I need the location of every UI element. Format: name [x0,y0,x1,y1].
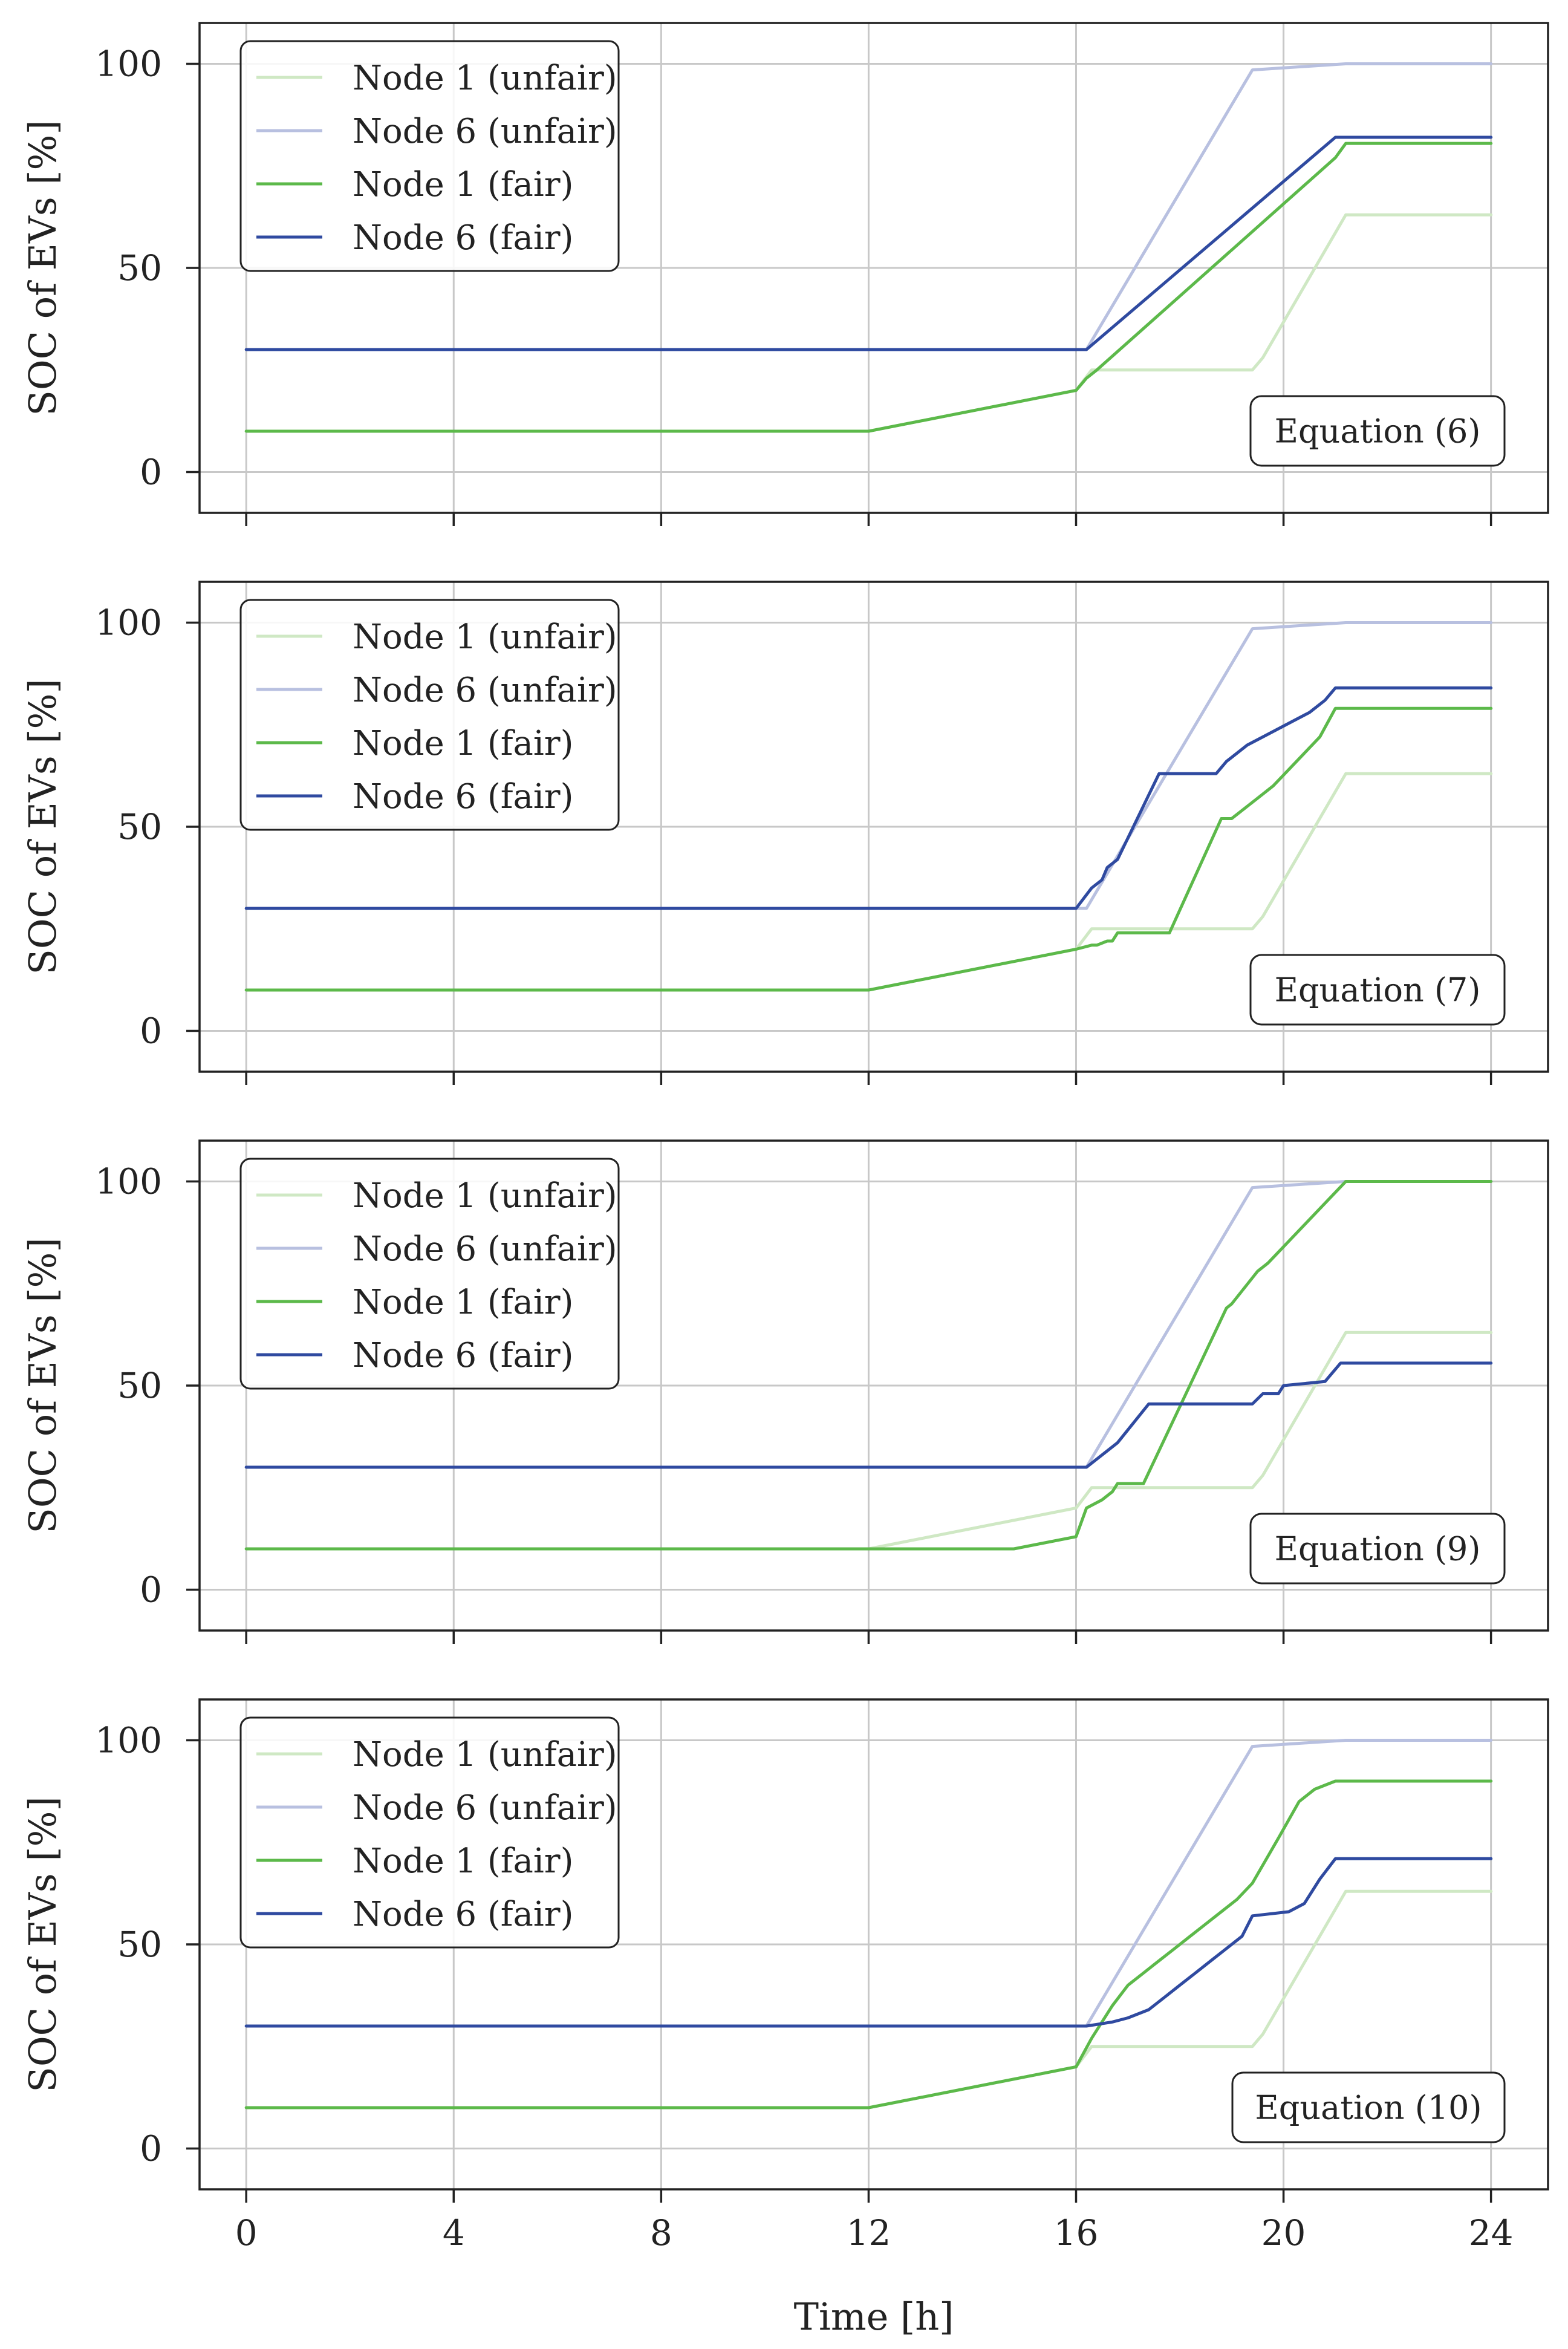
legend: Node 1 (unfair) Node 6 (unfair) Node 1 (fa… [239,1158,620,1390]
legend-label-2: Node 6 (unfair) [353,1230,617,1269]
x-tick-label: 0 [235,2212,258,2253]
legend: Node 1 (unfair) Node 6 (unfair) Node 1 (fa… [239,40,620,272]
legend-label-1: Node 1 (unfair) [353,1176,617,1216]
legend-label-4: Node 6 (fair) [353,1336,573,1375]
y-tick-label: 50 [117,1924,162,1965]
series-line-4 [244,135,1493,351]
y-tick-label: 0 [140,2128,162,2169]
y-tick-label: 100 [95,1720,162,1761]
x-tick-label: 24 [1469,2212,1514,2253]
x-tick-label: 16 [1054,2212,1099,2253]
y-tick-label: 50 [117,1365,162,1406]
series-line-4 [244,686,1493,910]
series-group [244,62,1493,433]
legend-label-3: Node 1 (fair) [353,165,573,204]
annotation-label: Equation (6) [1275,412,1481,451]
annotation-box [1249,395,1506,467]
y-tick-label: 100 [95,602,162,643]
series-line-4 [244,1361,1493,1469]
legend-label-2: Node 6 (unfair) [353,1788,617,1828]
annotation-label: Equation (7) [1275,971,1481,1009]
legend-label-2: Node 6 (unfair) [353,671,617,710]
x-tick-label: 4 [443,2212,465,2253]
annotation: Equation (6) [1249,395,1506,467]
y-axis-label: SOC of EVs [%] [21,120,65,415]
series-line-4 [244,1857,1493,2028]
annotation-box [1249,1513,1506,1585]
x-tick-label: 8 [650,2212,672,2253]
y-tick-label: 0 [140,1569,162,1611]
legend-label-3: Node 1 (fair) [353,1842,573,1881]
series-line-3 [244,142,1493,433]
legend-box [239,1716,620,1949]
annotation-box [1249,954,1506,1026]
annotation-label: Equation (10) [1255,2089,1482,2127]
y-axis-label: SOC of EVs [%] [21,1237,65,1533]
annotation: Equation (7) [1249,954,1506,1026]
series-line-3 [244,1180,1493,1551]
legend-box [239,40,620,272]
panel-4: 0 50 100 0 4 8 12 16 20 24 SOC of EVs [%] Time [h] N… [21,1698,1549,2339]
series-group [244,1739,1493,2110]
annotation: Equation (10) [1231,2071,1506,2143]
series-group [244,621,1493,992]
legend-label-4: Node 6 (fair) [353,777,573,816]
series-group [244,1180,1493,1551]
y-axis-label: SOC of EVs [%] [21,1796,65,2092]
y-tick-label: 50 [117,806,162,847]
annotation: Equation (9) [1249,1513,1506,1585]
legend-label-2: Node 6 (unfair) [353,112,617,151]
legend-label-1: Node 1 (unfair) [353,1735,617,1774]
y-axis-label: SOC of EVs [%] [21,679,65,974]
legend-label-1: Node 1 (unfair) [353,59,617,98]
y-tick-label: 100 [95,44,162,85]
series-line-3 [244,1779,1493,2110]
x-axis-label: Time [h] [794,2295,954,2339]
y-tick-label: 0 [140,1011,162,1052]
annotation-box [1231,2071,1506,2143]
y-tick-label: 100 [95,1161,162,1202]
x-tick-label: 20 [1261,2212,1306,2253]
legend: Node 1 (unfair) Node 6 (unfair) Node 1 (fa… [239,1716,620,1949]
annotation-label: Equation (9) [1275,1530,1481,1568]
series-line-1 [244,1331,1493,1551]
legend-label-1: Node 1 (unfair) [353,617,617,657]
legend-box [239,599,620,831]
y-tick-label: 0 [140,452,162,493]
series-line-3 [244,706,1493,992]
legend-label-4: Node 6 (fair) [353,218,573,258]
y-tick-label: 50 [117,247,162,288]
legend-box [239,1158,620,1390]
x-tick-label: 12 [847,2212,891,2253]
legend-label-4: Node 6 (fair) [353,1895,573,1934]
legend-label-3: Node 1 (fair) [353,724,573,763]
legend-label-3: Node 1 (fair) [353,1283,573,1322]
legend: Node 1 (unfair) Node 6 (unfair) Node 1 (fa… [239,599,620,831]
